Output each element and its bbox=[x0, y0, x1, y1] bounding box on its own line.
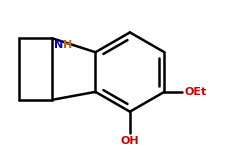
Text: H: H bbox=[63, 40, 73, 50]
Text: N: N bbox=[54, 40, 64, 50]
Text: OH: OH bbox=[121, 136, 139, 146]
Text: OEt: OEt bbox=[184, 87, 207, 97]
